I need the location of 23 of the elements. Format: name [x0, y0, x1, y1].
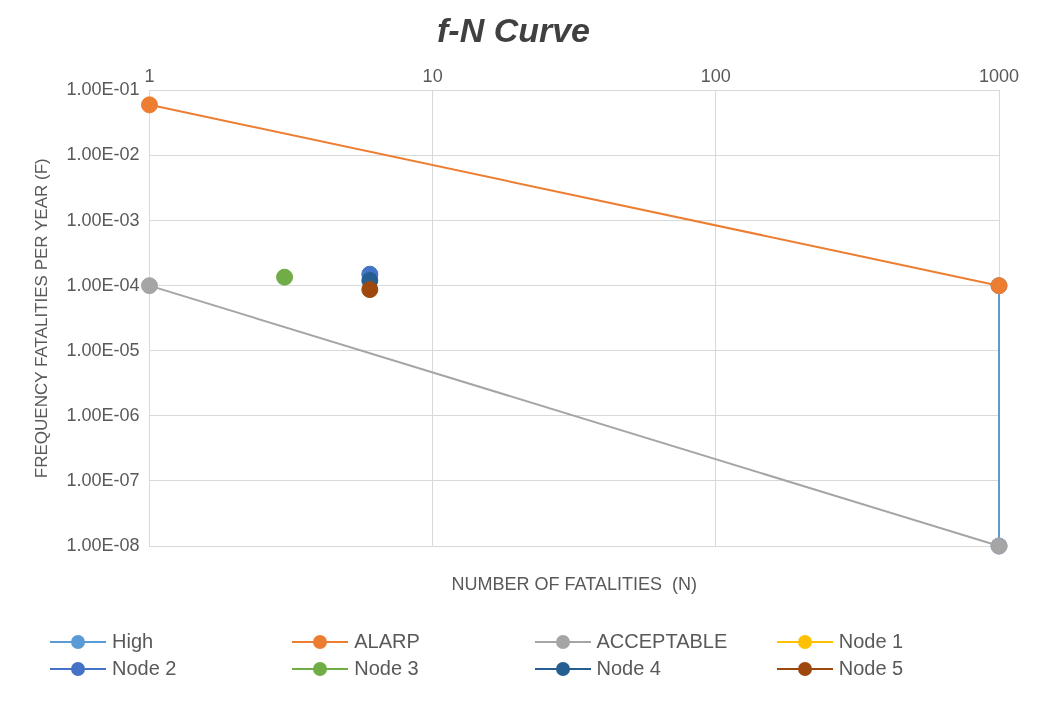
legend-label: High [112, 630, 154, 653]
y-tick-label: 1.00E-04 [66, 274, 140, 295]
x-tick-label: 1000 [978, 65, 1020, 86]
y-tick-label: 1.00E-07 [66, 469, 140, 490]
x-tick-label: 1 [144, 65, 155, 86]
y-tick-label: 1.00E-08 [66, 534, 140, 555]
legend-label: Node 4 [596, 657, 661, 680]
legend-label: Node 1 [838, 630, 904, 653]
y-tick-label: 1.00E-06 [66, 404, 140, 425]
y-tick-label: 1.00E-05 [66, 339, 140, 360]
x-tick-label: 10 [422, 65, 443, 86]
y-tick-label: 1.00E-01 [66, 79, 140, 100]
legend-label: ALARP [354, 630, 420, 653]
x-tick-label: 100 [700, 65, 731, 86]
chart-title: f-N Curve [436, 10, 591, 49]
legend-label: ACCEPTABLE [596, 630, 728, 653]
x-axis-title: NUMBER OF FATALITIES (N) [451, 573, 697, 594]
y-axis-title: FREQUENCY FATALITIES PER YEAR (F) [31, 158, 51, 479]
legend-label: Node 5 [838, 657, 904, 680]
legend-label: Node 2 [112, 657, 177, 680]
y-tick-label: 1.00E-03 [66, 209, 140, 230]
legend-label: Node 3 [354, 657, 419, 680]
y-tick-label: 1.00E-02 [66, 144, 140, 165]
